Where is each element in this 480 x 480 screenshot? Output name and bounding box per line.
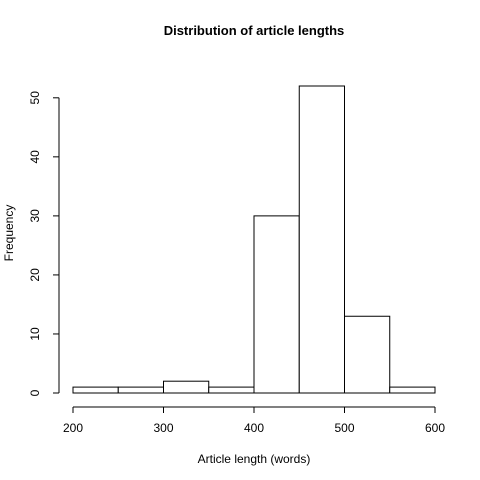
y-tick-label-10: 10 <box>28 327 42 341</box>
x-tick-label-200: 200 <box>63 421 83 435</box>
x-tick-label-300: 300 <box>153 421 173 435</box>
y-tick-label-50: 50 <box>28 91 42 105</box>
x-axis: 200 300 400 500 600 <box>63 406 445 435</box>
y-tick-label-20: 20 <box>28 268 42 282</box>
histogram-bar-400-450 <box>253 215 300 394</box>
y-tick-label-40: 40 <box>28 150 42 164</box>
x-tick-label-600: 600 <box>425 421 445 435</box>
histogram-bar-500-550 <box>344 315 391 394</box>
y-axis: 0 10 20 30 40 50 <box>28 91 60 396</box>
histogram-bar-550-600 <box>389 386 436 394</box>
histogram-bar-200-250 <box>72 386 119 394</box>
x-tick-label-500: 500 <box>334 421 354 435</box>
chart-title: Distribution of article lengths <box>164 23 345 38</box>
histogram-bar-450-500 <box>298 85 345 394</box>
bars-group <box>72 85 436 394</box>
y-tick-label-30: 30 <box>28 209 42 223</box>
x-axis-label: Article length (words) <box>198 452 311 466</box>
histogram-bar-350-400 <box>208 386 255 394</box>
histogram-bar-300-350 <box>163 380 210 394</box>
y-tick-label-0: 0 <box>28 389 42 396</box>
x-tick-label-400: 400 <box>244 421 264 435</box>
histogram-bar-250-300 <box>117 386 164 394</box>
y-axis-label: Frequency <box>2 205 16 262</box>
